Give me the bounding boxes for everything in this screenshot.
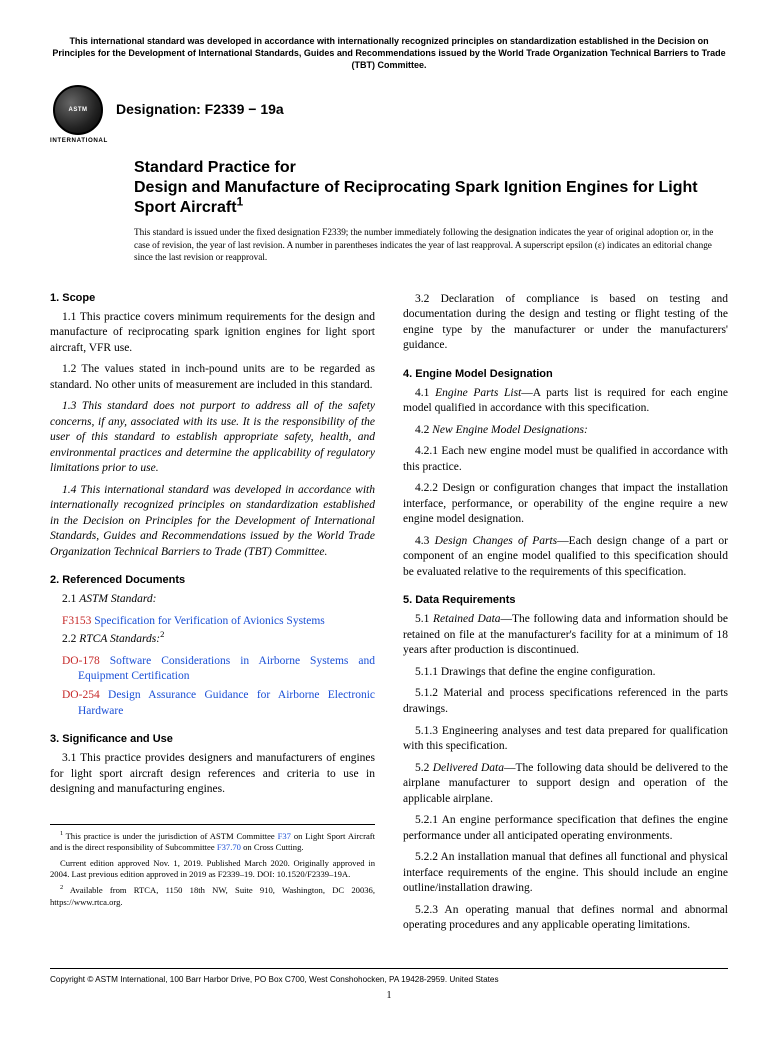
head-5-1: Retained Data (433, 613, 501, 625)
para-3-2: 3.2 Declaration of compliance is based o… (403, 292, 728, 354)
fn1-c: on Cross Cutting. (241, 842, 304, 852)
fn1-link-f37[interactable]: F37 (278, 831, 291, 841)
para-5-2-2: 5.2.2 An installation manual that define… (403, 850, 728, 897)
num-5-2: 5.2 (415, 762, 433, 774)
para-5-1-2: 5.1.2 Material and process specification… (403, 686, 728, 717)
document-title: Standard Practice for Design and Manufac… (134, 158, 728, 218)
fn1-link-f3770[interactable]: F37.70 (217, 842, 241, 852)
head-4-1: Engine Parts List (435, 387, 521, 399)
para-5-2-1: 5.2.1 An engine performance specificatio… (403, 813, 728, 844)
para-4-1: 4.1 Engine Parts List—A parts list is re… (403, 386, 728, 417)
num-4-3: 4.3 (415, 535, 435, 547)
para-5-2: 5.2 Delivered Data—The following data sh… (403, 761, 728, 808)
para-4-2-1: 4.2.1 Each new engine model must be qual… (403, 444, 728, 475)
para-5-1: 5.1 Retained Data—The following data and… (403, 612, 728, 659)
section-3-head: 3. Significance and Use (50, 733, 375, 745)
para-1-2: 1.2 The values stated in inch-pound unit… (50, 362, 375, 393)
para-5-1-1: 5.1.1 Drawings that define the engine co… (403, 665, 728, 681)
title-footnote-ref: 1 (237, 195, 244, 209)
ref-do254-code[interactable]: DO-254 (62, 689, 100, 701)
ref-do178-title[interactable]: Software Considerations in Airborne Syst… (78, 655, 375, 683)
para-4-2: 4.2 New Engine Model Designations: (403, 423, 728, 439)
ref-f3153-title[interactable]: Specification for Verification of Avioni… (91, 615, 324, 627)
rtca-std-head: RTCA Standards: (79, 633, 160, 645)
head-4-3: Design Changes of Parts (435, 535, 558, 547)
header-row: ASTM INTERNATIONAL Designation: F2339 − … (50, 85, 728, 144)
designation-code: F2339 − 19a (205, 101, 284, 117)
num-4-2: 4.2 (415, 424, 432, 436)
title-block: Standard Practice for Design and Manufac… (134, 158, 728, 263)
num-5-1: 5.1 (415, 613, 433, 625)
title-main: Design and Manufacture of Reciprocating … (134, 179, 698, 216)
fn1-a: This practice is under the jurisdiction … (66, 831, 278, 841)
num-2-1: 2.1 (62, 593, 79, 605)
head-5-2: Delivered Data (433, 762, 504, 774)
para-1-4: 1.4 This international standard was deve… (50, 483, 375, 561)
fn2-text: Available from RTCA, 1150 18th NW, Suite… (50, 885, 375, 907)
astm-logo: ASTM INTERNATIONAL (50, 85, 106, 144)
two-column-body: 1. Scope 1.1 This practice covers minimu… (50, 278, 728, 940)
rtca-footnote-ref: 2 (160, 630, 164, 640)
ref-do178-code[interactable]: DO-178 (62, 655, 100, 667)
para-5-2-3: 5.2.3 An operating manual that defines n… (403, 903, 728, 934)
para-3-1: 3.1 This practice provides designers and… (50, 751, 375, 798)
right-column: 3.2 Declaration of compliance is based o… (403, 278, 728, 940)
ref-f3153-code[interactable]: F3153 (62, 615, 91, 627)
section-1-head: 1. Scope (50, 292, 375, 304)
head-4-2: New Engine Model Designations: (432, 424, 588, 436)
designation-label: Designation: (116, 101, 205, 117)
designation: Designation: F2339 − 19a (116, 85, 284, 117)
ref-f3153: F3153 Specification for Verification of … (50, 614, 375, 630)
ref-do178: DO-178 Software Considerations in Airbor… (50, 654, 375, 685)
footnotes: 1 This practice is under the jurisdictio… (50, 824, 375, 909)
astm-logo-globe-icon: ASTM (53, 85, 103, 135)
num-4-1: 4.1 (415, 387, 435, 399)
para-1-1: 1.1 This practice covers minimum require… (50, 310, 375, 357)
title-prefix: Standard Practice for (134, 159, 296, 176)
astm-logo-sub: INTERNATIONAL (50, 137, 106, 144)
para-4-2-2: 4.2.2 Design or configuration changes th… (403, 481, 728, 528)
footnote-1: 1 This practice is under the jurisdictio… (50, 831, 375, 854)
ref-do254: DO-254 Design Assurance Guidance for Air… (50, 688, 375, 719)
ref-do254-title[interactable]: Design Assurance Guidance for Airborne E… (78, 689, 375, 717)
issue-note: This standard is issued under the fixed … (134, 226, 728, 263)
para-4-3: 4.3 Design Changes of Parts—Each design … (403, 534, 728, 581)
top-notice: This international standard was develope… (50, 35, 728, 71)
page-number: 1 (50, 990, 728, 1001)
para-1-3: 1.3 This standard does not purport to ad… (50, 399, 375, 477)
page-root: This international standard was develope… (0, 0, 778, 1021)
para-2-1-head: 2.1 ASTM Standard: (50, 592, 375, 608)
para-5-1-3: 5.1.3 Engineering analyses and test data… (403, 724, 728, 755)
footnote-2: 2 Available from RTCA, 1150 18th NW, Sui… (50, 885, 375, 908)
copyright-line: Copyright © ASTM International, 100 Barr… (50, 968, 728, 984)
astm-std-head: ASTM Standard: (79, 593, 156, 605)
num-2-2: 2.2 (62, 633, 79, 645)
para-2-2-head: 2.2 RTCA Standards:2 (50, 632, 375, 648)
section-4-head: 4. Engine Model Designation (403, 368, 728, 380)
section-5-head: 5. Data Requirements (403, 594, 728, 606)
section-2-head: 2. Referenced Documents (50, 574, 375, 586)
left-column: 1. Scope 1.1 This practice covers minimu… (50, 278, 375, 940)
footnote-1-edition: Current edition approved Nov. 1, 2019. P… (50, 858, 375, 881)
